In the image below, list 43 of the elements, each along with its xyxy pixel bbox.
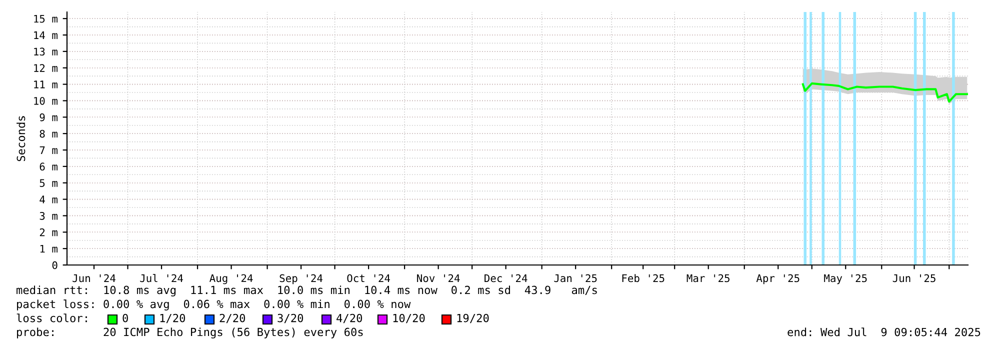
x-tick-label: May '25 (824, 274, 867, 284)
x-tick-label: Jul '24 (140, 274, 183, 282)
y-axis-title: Seconds (16, 116, 26, 162)
y-tick-label: 8 m (40, 130, 58, 138)
y-tick-label: 11 m (34, 80, 58, 88)
y-tick-label: 13 m (34, 48, 58, 56)
text: loss color: (16, 314, 87, 322)
x-tick-label: Jun '25 (892, 274, 936, 282)
text: 19/20 (457, 314, 489, 324)
x-tick-label: Aug '24 (210, 274, 253, 284)
y-tick-label: 10 m (34, 96, 58, 105)
y-tick-label: 14 m (34, 31, 58, 39)
x-tick-label: Sep '24 (280, 274, 322, 284)
y-tick-label: 7 m (40, 146, 58, 154)
text: 10/20 (393, 314, 425, 324)
text: 0 (122, 314, 128, 322)
text: end: Wed Jul 9 09:05:44 2025 (788, 328, 980, 336)
y-tick-label: 3 m (40, 212, 58, 220)
y-tick-label: 15 m (34, 14, 58, 23)
x-tick-label: Apr '25 (756, 274, 800, 284)
line-series (802, 82, 968, 103)
y-tick-label: 4 m (40, 196, 58, 204)
x-tick-label: Jan '25 (554, 274, 597, 282)
text: packet loss: 0.00 % avg 0.06 % max 0.00 % min 0.00 % now (17, 300, 411, 310)
y-tick-label: 2 m (40, 228, 58, 236)
text: probe: 20 ICMP Echo Pings (56 Bytes) every 60s (17, 328, 363, 338)
y-tick-label: 6 m (40, 162, 58, 171)
x-tick-label: Mar '25 (686, 274, 730, 282)
y-tick-label: 12 m (34, 64, 58, 72)
x-tick-label: Dec '24 (484, 274, 528, 282)
y-tick-label: 5 m (40, 179, 58, 187)
y-tick-label: 0 (52, 261, 58, 270)
x-tick-label: Jun '24 (72, 274, 116, 282)
text: 3/20 (278, 314, 304, 324)
text: 2/20 (220, 314, 246, 324)
x-tick-label: Oct '24 (347, 274, 390, 282)
y-tick-label: 9 m (40, 113, 58, 122)
x-tick-label: Feb '25 (622, 274, 664, 282)
x-tick-label: Nov '24 (417, 274, 460, 282)
text: median rtt: 10.8 ms avg 11.1 ms max 10.0 ms min 10.4 ms now 0.2 ms sd 43.9 am/s (16, 286, 597, 296)
y-tick-label: 1 m (40, 244, 58, 253)
text: 1/20 (160, 314, 186, 324)
text: 4/20 (336, 314, 362, 324)
